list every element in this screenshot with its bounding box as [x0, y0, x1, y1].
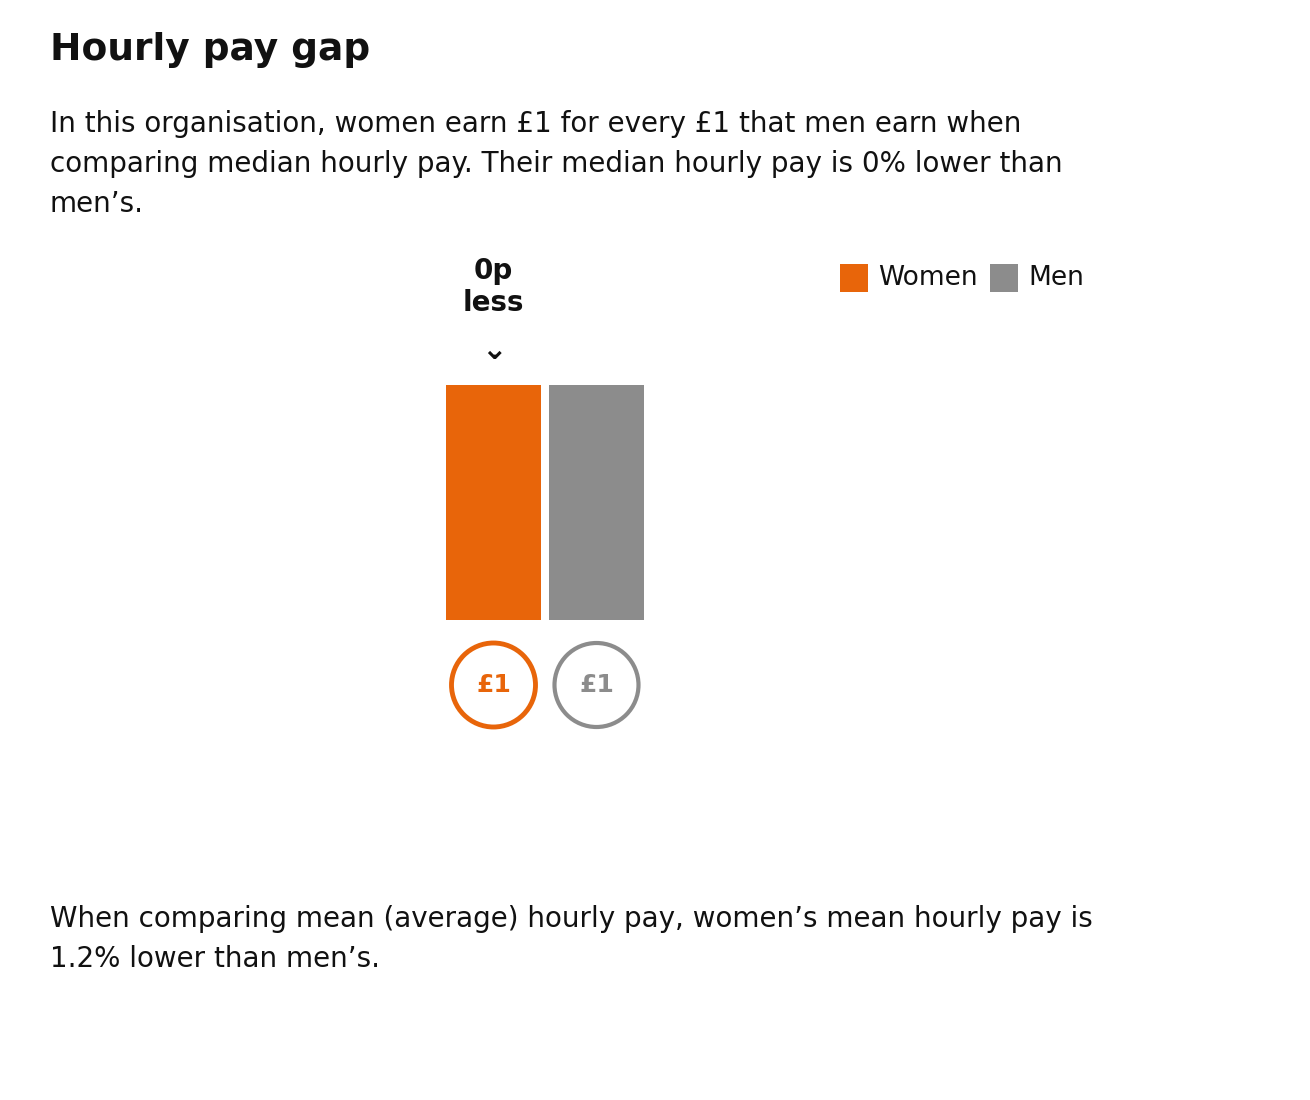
Bar	[840, 264, 869, 292]
Text: less: less	[462, 289, 524, 317]
Bar	[990, 264, 1018, 292]
Text: Women: Women	[878, 265, 977, 292]
Text: 0p: 0p	[474, 257, 514, 285]
Text: men’s.: men’s.	[50, 190, 144, 218]
Text: 1.2% lower than men’s.: 1.2% lower than men’s.	[50, 945, 380, 974]
Text: £1: £1	[476, 673, 511, 697]
Circle shape	[452, 644, 536, 727]
Text: comparing median hourly pay. Their median hourly pay is 0% lower than: comparing median hourly pay. Their media…	[50, 150, 1062, 178]
Text: £1: £1	[579, 673, 614, 697]
Text: Hourly pay gap: Hourly pay gap	[50, 32, 371, 68]
Text: When comparing mean (average) hourly pay, women’s mean hourly pay is: When comparing mean (average) hourly pay…	[50, 905, 1093, 933]
Bar	[445, 385, 541, 620]
Text: In this organisation, women earn £1 for every £1 that men earn when: In this organisation, women earn £1 for …	[50, 110, 1022, 138]
Circle shape	[554, 644, 638, 727]
Bar	[549, 385, 645, 620]
Text: Men: Men	[1028, 265, 1083, 292]
Text: ⌄: ⌄	[481, 336, 506, 365]
